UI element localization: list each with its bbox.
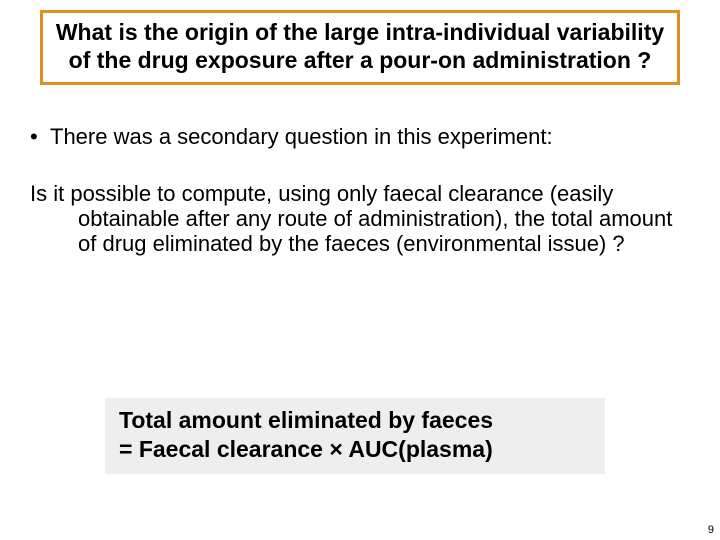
multiply-symbol: × xyxy=(329,436,342,462)
equation-line-2: = Faecal clearance × AUC(plasma) xyxy=(119,435,591,464)
slide: What is the origin of the large intra-in… xyxy=(0,0,720,540)
bullet-dot: • xyxy=(30,123,50,151)
page-number: 9 xyxy=(708,524,714,536)
paragraph: Is it possible to compute, using only fa… xyxy=(30,181,690,257)
title-box: What is the origin of the large intra-in… xyxy=(40,10,680,85)
equation-prefix: = Faecal clearance xyxy=(119,436,329,462)
equation-line-1: Total amount eliminated by faeces xyxy=(119,406,591,435)
paragraph-text: Is it possible to compute, using only fa… xyxy=(30,181,690,257)
bullet-item: •There was a secondary question in this … xyxy=(30,123,720,151)
equation-box: Total amount eliminated by faeces = Faec… xyxy=(105,398,605,474)
equation-suffix: AUC(plasma) xyxy=(343,436,493,462)
bullet-text: There was a secondary question in this e… xyxy=(50,124,553,149)
